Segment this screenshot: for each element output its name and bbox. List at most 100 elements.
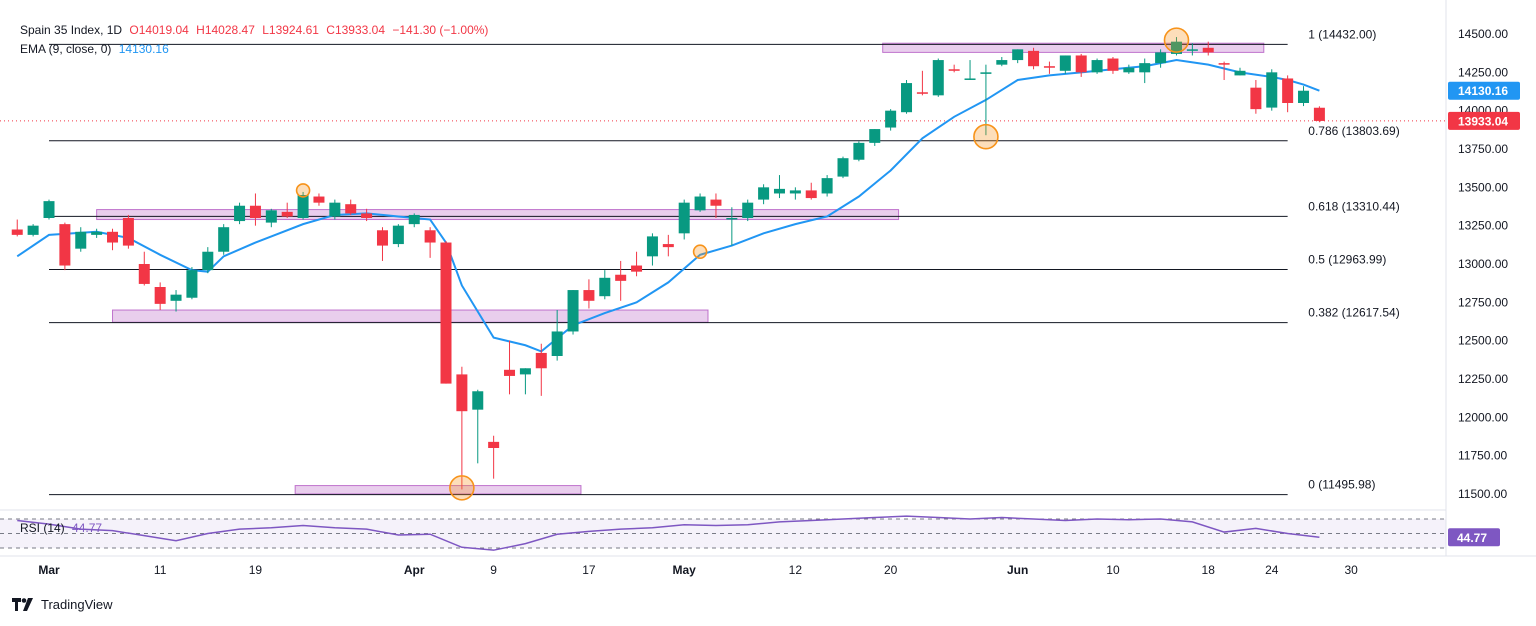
candle-body bbox=[519, 368, 531, 375]
candle-body bbox=[488, 441, 500, 448]
candle-body bbox=[1202, 47, 1214, 53]
time-tick-label: 9 bbox=[490, 563, 497, 577]
candle-body bbox=[1266, 72, 1278, 108]
candle-body bbox=[694, 196, 706, 211]
candle-body bbox=[551, 331, 563, 356]
candle-body bbox=[773, 188, 785, 194]
candle-body bbox=[726, 218, 738, 220]
candle-body bbox=[1218, 63, 1230, 65]
fib-level-label: 0.5 (12963.99) bbox=[1308, 253, 1386, 267]
candle-body bbox=[805, 190, 817, 199]
candle-body bbox=[535, 352, 547, 369]
pivot-marker bbox=[1163, 27, 1190, 53]
ema-value: 14130.16 bbox=[118, 42, 169, 56]
ema-legend: EMA (9, close, 0) 14130.16 bbox=[20, 42, 173, 56]
rsi-value-text: 44.77 bbox=[1457, 531, 1487, 545]
markers-layer bbox=[295, 27, 1190, 501]
candle-body bbox=[1250, 87, 1262, 110]
candle-body bbox=[1313, 107, 1325, 121]
candle-body bbox=[1091, 60, 1103, 73]
price-tick-label: 12500.00 bbox=[1458, 334, 1508, 348]
support-resistance-zone bbox=[882, 42, 1265, 53]
time-tick-label: May bbox=[673, 563, 697, 577]
candle-body bbox=[1298, 90, 1310, 103]
candle-body bbox=[901, 83, 913, 113]
candle-body bbox=[27, 225, 39, 235]
candle-body bbox=[186, 270, 198, 298]
time-tick-label: 12 bbox=[789, 563, 803, 577]
ohlc-legend: Spain 35 Index, 1D O14019.04 H14028.47 L… bbox=[20, 23, 492, 37]
candle-body bbox=[932, 60, 944, 96]
price-axis[interactable]: 11500.00 11750.00 12000.00 12250.00 12500.00… bbox=[1445, 0, 1520, 556]
candle-body bbox=[43, 201, 55, 218]
candle-body bbox=[583, 290, 595, 301]
fib-level-label: 1 (14432.00) bbox=[1308, 27, 1376, 41]
time-tick-label: Apr bbox=[404, 563, 425, 577]
candle-body bbox=[1234, 70, 1246, 76]
candle-body bbox=[249, 205, 261, 218]
time-axis[interactable]: Mar 11 19 Apr 9 17 May 12 20 Jun 10 18 24 30 bbox=[0, 555, 1536, 577]
pivot-marker bbox=[295, 183, 311, 198]
candle-body bbox=[472, 391, 484, 410]
candle-body bbox=[138, 264, 150, 284]
candle-body bbox=[59, 224, 71, 266]
price-tick-label: 14250.00 bbox=[1458, 65, 1508, 79]
candle-body bbox=[1028, 50, 1040, 67]
candle-body bbox=[504, 369, 516, 376]
candle-body bbox=[1139, 63, 1151, 73]
tradingview-logo-icon bbox=[12, 598, 33, 611]
candle-body bbox=[710, 199, 722, 206]
change-value: −141.30 (−1.00%) bbox=[392, 23, 489, 37]
price-tick-label: 12250.00 bbox=[1458, 372, 1508, 386]
candle-body bbox=[869, 129, 881, 143]
price-tick-label: 13750.00 bbox=[1458, 142, 1508, 156]
fib-level-label: 0.382 (12617.54) bbox=[1308, 306, 1399, 320]
price-tick-label: 14500.00 bbox=[1458, 27, 1508, 41]
candle-body bbox=[980, 72, 992, 74]
pivot-marker bbox=[973, 123, 999, 150]
candle-body bbox=[392, 225, 404, 245]
candle-body bbox=[1155, 52, 1167, 64]
candle-body bbox=[885, 110, 897, 128]
candle-body bbox=[1059, 55, 1071, 71]
rsi-label: RSI (14) bbox=[20, 521, 65, 535]
candle-body bbox=[440, 242, 452, 384]
candle-body bbox=[821, 178, 833, 194]
candle-body bbox=[456, 374, 468, 412]
candle-body bbox=[1282, 78, 1294, 103]
price-tick-label: 12750.00 bbox=[1458, 295, 1508, 309]
candles-layer bbox=[11, 37, 1325, 490]
price-label-box bbox=[1448, 81, 1520, 100]
candle-body bbox=[646, 236, 658, 257]
price-tick-label: 11500.00 bbox=[1458, 487, 1507, 501]
candle-body bbox=[345, 204, 357, 214]
tradingview-logo-text: TradingView bbox=[41, 597, 113, 612]
candle-body bbox=[1186, 49, 1198, 51]
ema-label: EMA (9, close, 0) bbox=[20, 42, 112, 56]
tradingview-logo[interactable]: TradingView bbox=[12, 597, 113, 612]
candle-body bbox=[996, 60, 1008, 65]
time-tick-label: 30 bbox=[1344, 563, 1358, 577]
candle-body bbox=[1012, 49, 1024, 61]
low-value: L13924.61 bbox=[262, 23, 319, 37]
time-tick-label: 18 bbox=[1202, 563, 1216, 577]
candle-body bbox=[408, 214, 420, 225]
symbol-label: Spain 35 Index, 1D bbox=[20, 23, 123, 37]
candle-body bbox=[1075, 55, 1087, 73]
price-tick-label: 13250.00 bbox=[1458, 219, 1508, 233]
open-value: O14019.04 bbox=[129, 23, 189, 37]
zones-layer bbox=[96, 42, 1265, 495]
candle-body bbox=[837, 158, 849, 177]
candle-body bbox=[91, 231, 103, 235]
rsi-value-box bbox=[1448, 528, 1500, 547]
candle-body bbox=[1043, 66, 1055, 68]
candle-body bbox=[424, 230, 436, 243]
candle-body bbox=[1107, 58, 1119, 71]
candle-body bbox=[758, 187, 770, 200]
candle-body bbox=[329, 202, 341, 217]
rsi-legend: RSI (14) 44.77 bbox=[20, 521, 106, 535]
price-tick-label: 13000.00 bbox=[1458, 257, 1508, 271]
rsi-legend-value: 44.77 bbox=[72, 521, 103, 535]
candle-body bbox=[1170, 41, 1182, 54]
